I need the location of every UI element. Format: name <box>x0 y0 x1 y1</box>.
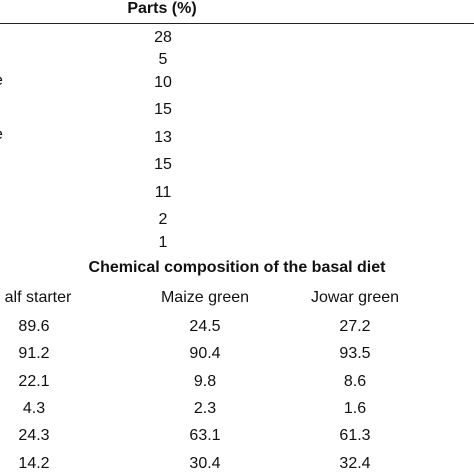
parts-header: Parts (%) <box>127 0 197 17</box>
table-cell: 22.1 <box>18 373 50 390</box>
column-header: alf starter <box>4 289 72 306</box>
table-cell: 1.6 <box>343 400 367 417</box>
table-cell: 2.3 <box>193 400 217 417</box>
table-cell: 30.4 <box>189 455 221 472</box>
table-cell: 93.5 <box>339 345 371 362</box>
table-cell: 4.3 <box>22 400 46 417</box>
column-header: Jowar green <box>310 289 400 306</box>
row-label-fragment: e <box>0 72 14 90</box>
parts-value: 5 <box>158 51 168 68</box>
parts-value: 13 <box>154 129 172 146</box>
table-cell: 14.2 <box>18 455 50 472</box>
parts-value: 1 <box>158 234 168 251</box>
table-cell: 24.5 <box>189 318 221 335</box>
table-cell: 24.3 <box>18 427 50 444</box>
row-label-fragment: e <box>0 126 14 144</box>
table-cell: 9.8 <box>193 373 217 390</box>
column-header: Maize green <box>160 289 250 306</box>
table-cell: 27.2 <box>339 318 371 335</box>
parts-value: 11 <box>154 184 172 201</box>
parts-value: 10 <box>154 74 172 91</box>
table-cell: 63.1 <box>189 427 221 444</box>
parts-value: 2 <box>158 211 168 228</box>
table-cell: 61.3 <box>339 427 371 444</box>
parts-value: 15 <box>154 101 172 118</box>
table-cell: 90.4 <box>189 345 221 362</box>
parts-value: 28 <box>154 29 172 46</box>
table-cell: 8.6 <box>343 373 367 390</box>
table-cell: 32.4 <box>339 455 371 472</box>
section-title: Chemical composition of the basal diet <box>88 259 386 276</box>
header-rule <box>0 23 474 24</box>
table-cell: 91.2 <box>18 345 50 362</box>
table-cell: 89.6 <box>18 318 50 335</box>
parts-value: 15 <box>154 156 172 173</box>
